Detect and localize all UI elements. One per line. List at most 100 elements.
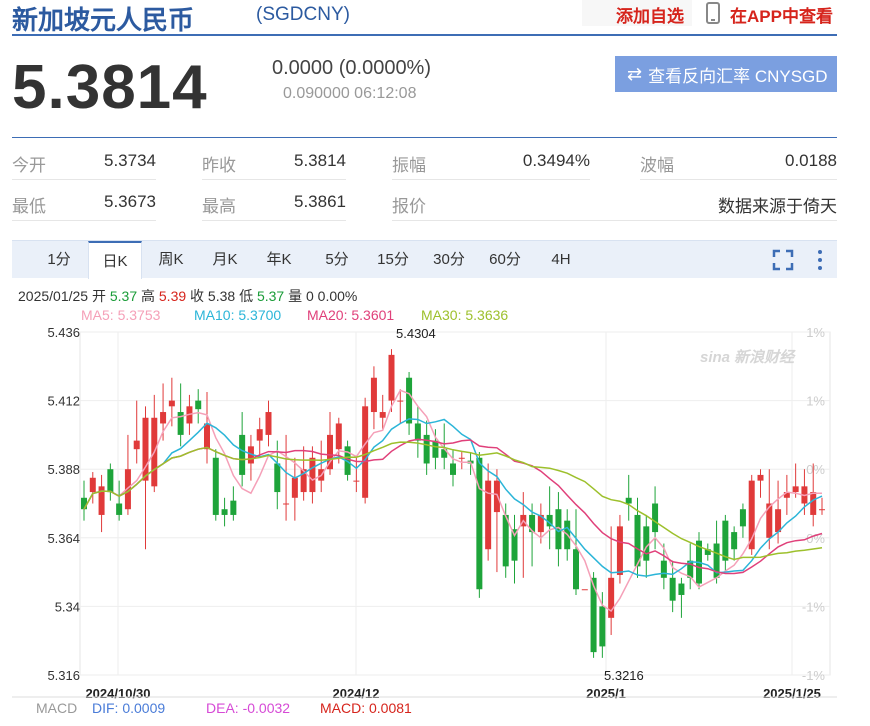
- candle-body: [502, 514, 509, 567]
- tab-5min[interactable]: 5分: [325, 251, 349, 268]
- ma20-legend: MA20: 5.3601: [307, 307, 395, 323]
- candle-body: [493, 480, 500, 513]
- view-in-app-label: 在APP中查看: [730, 7, 833, 26]
- tab-1min[interactable]: 1分: [47, 251, 71, 268]
- x-axis-labels: 2024/10/30 2024/12 2025/1 2025/1/25: [85, 686, 820, 701]
- ma10-line: [83, 418, 823, 577]
- watermark: sina 新浪财经: [700, 348, 796, 366]
- data-source: 数据来源于倚天: [718, 197, 837, 216]
- stat-quote: 报价 数据来源于倚天: [392, 181, 837, 221]
- tab-weekly[interactable]: 周K: [158, 251, 184, 268]
- pct-tick-label: 1%: [806, 325, 825, 340]
- ma5-legend: MA5: 5.3753: [81, 307, 161, 323]
- candle-body: [687, 560, 694, 578]
- candle-body: [757, 474, 764, 481]
- candle-body: [177, 412, 184, 435]
- page-header: 新加坡元人民币 (SGDCNY) 添加自选 在APP中查看: [12, 0, 837, 36]
- stat-open: 今开 5.3734: [12, 140, 156, 180]
- candle-body: [511, 529, 518, 561]
- info-open-label: 开: [91, 288, 106, 304]
- macd-title: MACD: [36, 700, 77, 716]
- candle-body: [406, 377, 413, 424]
- reverse-rate-button[interactable]: ⇄ 查看反向汇率 CNYSGD: [615, 56, 837, 92]
- ma30-line: [83, 441, 823, 561]
- candle-body: [441, 449, 448, 458]
- stat-value: 5.3861: [294, 192, 346, 211]
- ma20-line: [83, 438, 823, 575]
- more-options-icon[interactable]: [816, 249, 824, 271]
- x-tick-label: 2025/1: [586, 686, 626, 701]
- tab-yearly[interactable]: 年K: [266, 251, 292, 268]
- pct-tick-label: 0%: [806, 531, 825, 546]
- x-tick-label: 2024/10/30: [85, 686, 150, 701]
- phone-icon: [706, 2, 720, 24]
- candle-body: [748, 480, 755, 550]
- info-close: 5.38: [207, 288, 236, 304]
- candle-body: [327, 434, 333, 470]
- add-watchlist-button[interactable]: 添加自选: [582, 0, 692, 26]
- candle-body: [625, 497, 632, 504]
- candle-body: [731, 532, 738, 550]
- tab-4h[interactable]: 4H: [551, 251, 571, 268]
- tab-monthly[interactable]: 月K: [212, 251, 238, 268]
- stat-value: 0.3494%: [522, 151, 590, 170]
- candle-body: [107, 469, 114, 493]
- candle-body: [230, 500, 237, 515]
- period-tabs: 1分 日K 周K 月K 年K 5分 15分 30分 60分 4H: [12, 240, 837, 279]
- fullscreen-icon[interactable]: [772, 249, 794, 271]
- macd-dea: DEA: -0.0032: [206, 700, 290, 716]
- candle-body: [775, 509, 782, 533]
- candle-body: [195, 400, 202, 410]
- stat-label: 最低: [12, 197, 46, 216]
- chart-grid: [79, 331, 831, 676]
- tab-daily[interactable]: 日K: [88, 241, 142, 279]
- tab-15min[interactable]: 15分: [377, 251, 409, 268]
- candle-body: [696, 540, 702, 584]
- candle-body: [239, 434, 246, 475]
- candle-body: [256, 429, 263, 441]
- candle-body: [89, 477, 96, 493]
- pct-axis-labels: 1% 1% 0% 0% -1% -1%: [802, 325, 826, 683]
- candle-body: [274, 463, 281, 493]
- candle-body: [98, 486, 105, 515]
- current-price: 5.3814: [12, 53, 208, 122]
- info-close-label: 收: [190, 288, 205, 304]
- candle-body: [81, 497, 87, 510]
- candle-body: [168, 400, 175, 407]
- candle-body: [370, 377, 377, 413]
- ma-lines: [83, 389, 823, 613]
- candle-body: [432, 440, 439, 458]
- candle-body: [423, 434, 430, 464]
- stat-amplitude: 振幅 0.3494%: [392, 140, 590, 180]
- candle-body: [660, 560, 667, 578]
- reverse-rate-label: 查看反向汇率 CNYSGD: [648, 66, 828, 86]
- tab-30min[interactable]: 30分: [433, 251, 465, 268]
- candles: [81, 349, 825, 658]
- candle-body: [362, 406, 369, 498]
- tab-60min[interactable]: 60分: [489, 251, 521, 268]
- candle-body: [265, 412, 272, 435]
- info-high: 5.39: [158, 288, 187, 304]
- candle-body: [291, 477, 298, 498]
- candle-body: [283, 503, 290, 505]
- candle-body: [318, 469, 325, 481]
- candle-body: [819, 509, 825, 511]
- candle-body: [344, 446, 351, 475]
- info-vol: 0 0.00%: [305, 288, 358, 304]
- candle-body: [485, 480, 492, 550]
- candle-body: [792, 486, 799, 493]
- y-tick-label: 5.412: [47, 394, 80, 409]
- candle-body: [590, 577, 597, 653]
- candle-body: [634, 514, 641, 567]
- candle-body: [335, 423, 342, 450]
- candle-body: [652, 503, 659, 533]
- stat-label: 报价: [392, 197, 426, 216]
- info-date: 2025/01/25: [18, 288, 89, 304]
- stat-high: 最高 5.3861: [202, 181, 346, 221]
- instrument-code: (SGDCNY): [256, 4, 350, 25]
- stat-low: 最低 5.3673: [12, 181, 156, 221]
- ma5-line: [83, 389, 822, 613]
- candle-body: [160, 412, 167, 424]
- candle-body: [397, 400, 404, 402]
- candle-body: [599, 606, 606, 647]
